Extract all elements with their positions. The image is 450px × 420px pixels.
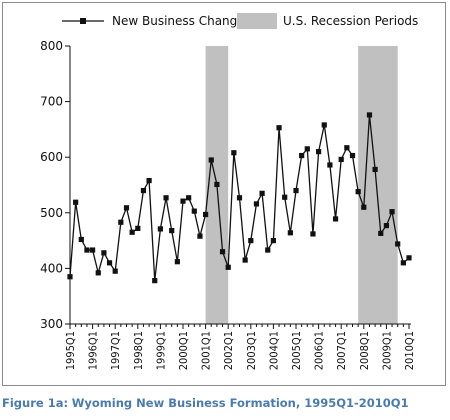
data-point	[389, 209, 395, 215]
data-point	[135, 225, 141, 231]
chart: New Business Change U.S. Recession Perio…	[40, 13, 418, 370]
x-tick-label: 1996Q1	[87, 331, 100, 370]
data-point	[400, 260, 406, 266]
y-tick-label: 700	[40, 95, 63, 109]
data-point	[372, 166, 378, 173]
data-point	[101, 250, 107, 256]
y-tick-label: 300	[40, 317, 63, 331]
data-point	[95, 270, 101, 276]
data-point	[90, 247, 96, 253]
data-point	[186, 195, 192, 201]
data-point	[163, 195, 169, 201]
data-point	[248, 238, 254, 244]
data-point	[321, 122, 327, 128]
x-tick-label: 2006Q1	[313, 331, 326, 370]
data-point	[146, 177, 152, 184]
x-tick-label: 2009Q1	[380, 331, 393, 370]
legend: New Business Change U.S. Recession Perio…	[62, 13, 418, 29]
data-point	[299, 152, 305, 159]
legend-recession-label: U.S. Recession Periods	[283, 14, 418, 28]
data-point	[242, 257, 248, 263]
data-point	[378, 230, 384, 236]
data-point	[112, 268, 118, 274]
recession-shading	[205, 46, 398, 324]
data-point	[84, 247, 90, 253]
x-tick-label: 1998Q1	[132, 331, 145, 370]
x-tick-label: 1999Q1	[154, 331, 167, 370]
data-point	[253, 201, 260, 207]
y-tick-label: 500	[40, 206, 63, 220]
x-tick-label: 2004Q1	[267, 331, 280, 370]
data-point	[316, 149, 322, 155]
data-point	[106, 260, 113, 266]
y-tick-label: 400	[40, 261, 63, 275]
data-point	[157, 226, 163, 232]
data-point	[332, 216, 339, 222]
data-point	[366, 112, 373, 118]
x-tick-label: 2010Q1	[403, 331, 416, 370]
y-axis-ticks: 300 400 500 600 700 800	[40, 39, 70, 331]
data-point	[140, 187, 147, 194]
data-point	[73, 199, 79, 205]
data-point	[169, 227, 175, 234]
data-point	[355, 189, 361, 195]
data-point	[197, 233, 203, 239]
legend-series-marker	[80, 18, 86, 24]
data-point	[259, 190, 265, 196]
data-point	[236, 195, 243, 201]
data-point	[361, 204, 367, 210]
data-point	[191, 208, 197, 214]
data-point	[123, 205, 130, 211]
figure-caption: Figure 1a: Wyoming New Business Formatio…	[2, 396, 448, 410]
y-tick-label: 600	[40, 150, 63, 164]
x-axis-ticks: 1995Q1 1996Q1 1997Q1 1998Q1 1999Q1 2000Q1 2001…	[64, 324, 416, 370]
legend-recession-swatch	[237, 13, 277, 29]
data-point	[344, 145, 350, 151]
data-point	[349, 152, 356, 159]
series-new-business-change	[67, 112, 412, 284]
x-tick-label: 1995Q1	[64, 331, 77, 370]
legend-series-label: New Business Change	[112, 14, 245, 28]
y-tick-label: 800	[40, 39, 63, 53]
data-point	[225, 264, 231, 270]
data-point	[282, 194, 288, 200]
data-point	[287, 230, 293, 236]
recession-period-2	[358, 46, 398, 324]
data-point	[338, 156, 344, 163]
data-point	[406, 255, 412, 261]
x-tick-label: 2005Q1	[290, 331, 303, 370]
data-point	[327, 162, 333, 168]
data-point	[304, 146, 310, 152]
x-tick-label: 1997Q1	[109, 331, 122, 370]
data-point	[310, 231, 316, 237]
figure-caption-label: Figure 1a:	[2, 396, 69, 410]
x-tick-label: 2003Q1	[245, 331, 258, 370]
data-point	[219, 249, 226, 255]
data-point	[208, 157, 214, 163]
data-point	[129, 229, 135, 235]
data-point	[174, 259, 180, 265]
data-point	[395, 241, 401, 247]
x-tick-label: 2007Q1	[335, 331, 348, 370]
x-tick-label: 2008Q1	[358, 331, 371, 370]
data-point	[214, 181, 220, 188]
figure-caption-title: Wyoming New Business Formation, 1995Q1-2…	[71, 396, 409, 410]
data-point	[203, 211, 209, 218]
data-point	[152, 278, 158, 284]
x-tick-label: 2002Q1	[222, 331, 235, 370]
data-point	[231, 150, 237, 156]
data-point	[78, 236, 84, 243]
data-point	[270, 238, 276, 244]
data-point	[265, 247, 271, 253]
x-tick-label: 2001Q1	[200, 331, 213, 370]
data-point	[276, 125, 282, 131]
data-point	[383, 222, 389, 229]
x-tick-label: 2000Q1	[177, 331, 190, 370]
data-point	[180, 198, 186, 204]
data-point	[118, 219, 124, 225]
data-point	[293, 187, 299, 194]
data-point	[67, 274, 73, 280]
